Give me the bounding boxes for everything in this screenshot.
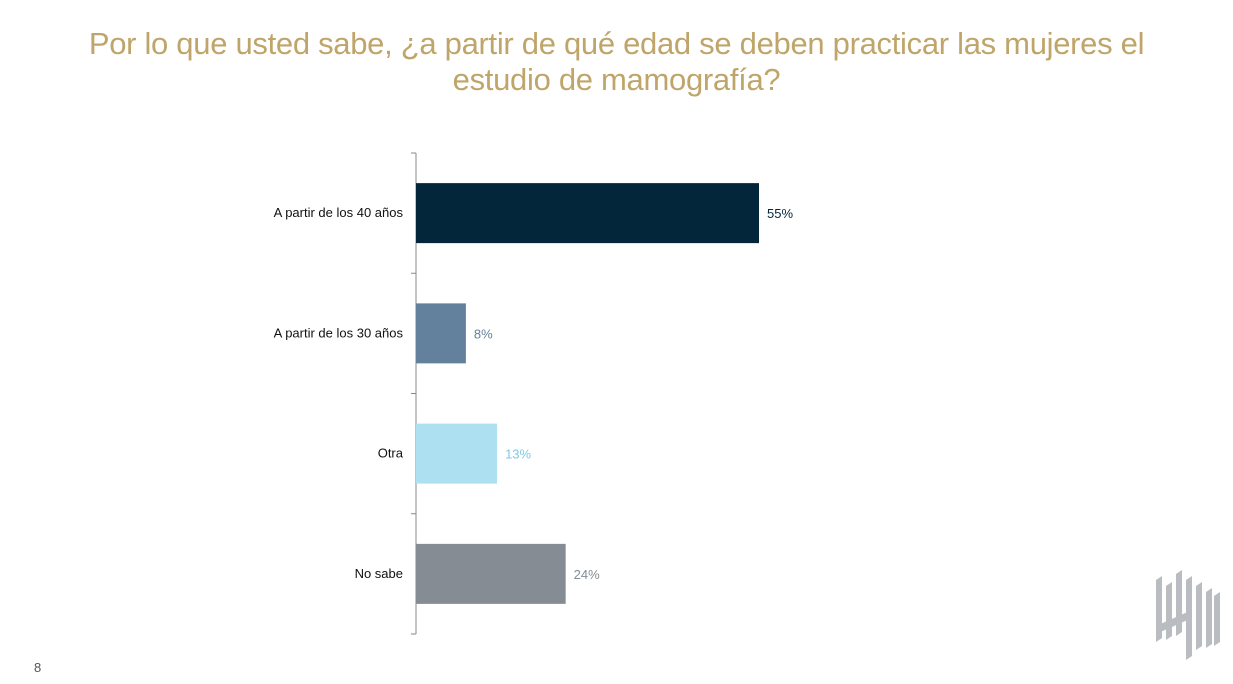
bar xyxy=(416,543,566,604)
data-label: 8% xyxy=(474,326,493,341)
data-label: 55% xyxy=(767,206,793,221)
bar xyxy=(416,423,498,484)
data-label: 24% xyxy=(574,567,600,582)
bar xyxy=(416,303,466,364)
bar xyxy=(416,183,759,244)
category-label: No sabe xyxy=(355,566,403,581)
category-label: Otra xyxy=(378,446,404,461)
page-number: 8 xyxy=(34,660,42,675)
brand-logo-icon xyxy=(1156,566,1220,665)
data-label: 13% xyxy=(505,447,531,462)
slide-title: Por lo que usted sabe, ¿a partir de qué … xyxy=(88,26,1145,97)
category-label: A partir de los 40 años xyxy=(274,205,404,220)
category-label: A partir de los 30 años xyxy=(274,325,404,340)
